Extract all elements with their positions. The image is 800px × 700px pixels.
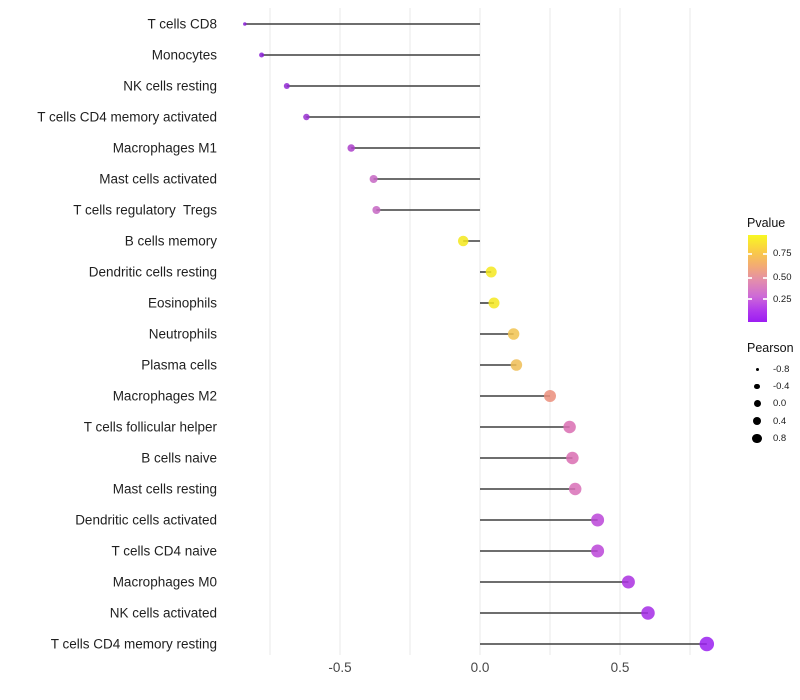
pearson-size-label: -0.4 (773, 380, 790, 392)
colorbar-tick (748, 298, 752, 300)
lollipop-dot (485, 266, 497, 278)
lollipop-dot (283, 83, 290, 89)
y-axis-label: Macrophages M2 (112, 388, 217, 404)
lollipop-dot (510, 359, 523, 371)
y-axis-label: T cells regulatory Tregs (73, 202, 217, 218)
colorbar-tick (763, 253, 767, 255)
y-axis-label: Macrophages M0 (112, 574, 217, 590)
lollipop-dot (699, 636, 715, 652)
lollipop-dot (563, 420, 576, 434)
legend-pvalue: Pvalue 0.75 0.50 0.25 (747, 215, 800, 335)
y-axis-label: Macrophages M1 (112, 140, 217, 156)
y-axis-label: Dendritic cells resting (88, 264, 217, 280)
pearson-size-label: -0.8 (773, 363, 790, 375)
y-axis-label: Mast cells resting (112, 481, 217, 497)
lollipop-dot (372, 206, 381, 214)
pearson-size-label: 0.4 (773, 415, 787, 427)
y-axis-label: NK cells resting (123, 78, 217, 94)
y-axis-label: NK cells activated (109, 605, 217, 621)
y-axis-label: Dendritic cells activated (75, 512, 217, 528)
lollipop-dot (591, 513, 605, 527)
y-axis-label: Plasma cells (141, 357, 217, 373)
lollipop-dot (457, 235, 469, 247)
colorbar-tick (748, 253, 752, 255)
y-axis-label: B cells memory (124, 233, 217, 249)
y-axis-label: Mast cells activated (99, 171, 217, 187)
colorbar-tick (763, 277, 767, 279)
lollipop-dot (303, 113, 310, 121)
lollipop-dot (591, 544, 605, 558)
lollipop-dot (641, 606, 655, 620)
y-axis-label: T cells follicular helper (83, 419, 217, 435)
pearson-size-label: 0.0 (773, 398, 787, 410)
y-axis-label: T cells CD8 (147, 16, 217, 32)
lollipop-dot (507, 328, 520, 340)
lollipop-dot (347, 144, 355, 152)
y-axis-label: Neutrophils (148, 326, 217, 342)
colorbar-tick-label: 0.50 (773, 272, 792, 284)
colorbar-tick-label: 0.75 (773, 248, 792, 260)
lollipop-dot (488, 297, 500, 309)
pearson-size-label: 0.8 (773, 433, 787, 445)
pearson-size-dot (753, 400, 761, 408)
y-axis-label: T cells CD4 naive (111, 543, 217, 559)
x-axis-tick-label: -0.5 (328, 660, 352, 675)
legend-pearson-title: Pearson (747, 341, 794, 355)
colorbar-tick (763, 298, 767, 300)
pearson-size-dot (752, 433, 762, 444)
pearson-size-dot (755, 367, 759, 371)
x-axis-tick-label: 0.5 (610, 660, 630, 675)
legend-pvalue-title: Pvalue (747, 216, 786, 230)
lollipop-dot (566, 451, 579, 465)
lollipop-dot (568, 482, 582, 496)
y-axis-label: Monocytes (151, 47, 217, 63)
pvalue-gradient-bar (748, 235, 767, 322)
lollipop-dot (544, 390, 556, 402)
lollipop-dot (243, 22, 247, 26)
lollipop-dot (369, 175, 378, 183)
y-axis-label: B cells naive (141, 450, 217, 466)
colorbar-tick-label: 0.25 (773, 293, 792, 305)
x-axis-tick-label: 0.0 (470, 660, 490, 675)
pearson-size-dot (753, 417, 761, 426)
legend-pearson: Pearson -0.8 -0.4 0.0 0.4 0.8 (747, 340, 800, 455)
y-axis-label: T cells CD4 memory resting (50, 636, 217, 652)
lollipop-dot (621, 575, 635, 589)
pearson-size-dot (754, 383, 760, 390)
colorbar-tick (748, 277, 752, 279)
y-axis-label: Eosinophils (147, 295, 217, 311)
y-axis-label: T cells CD4 memory activated (37, 109, 217, 125)
lollipop-dot (259, 52, 265, 58)
